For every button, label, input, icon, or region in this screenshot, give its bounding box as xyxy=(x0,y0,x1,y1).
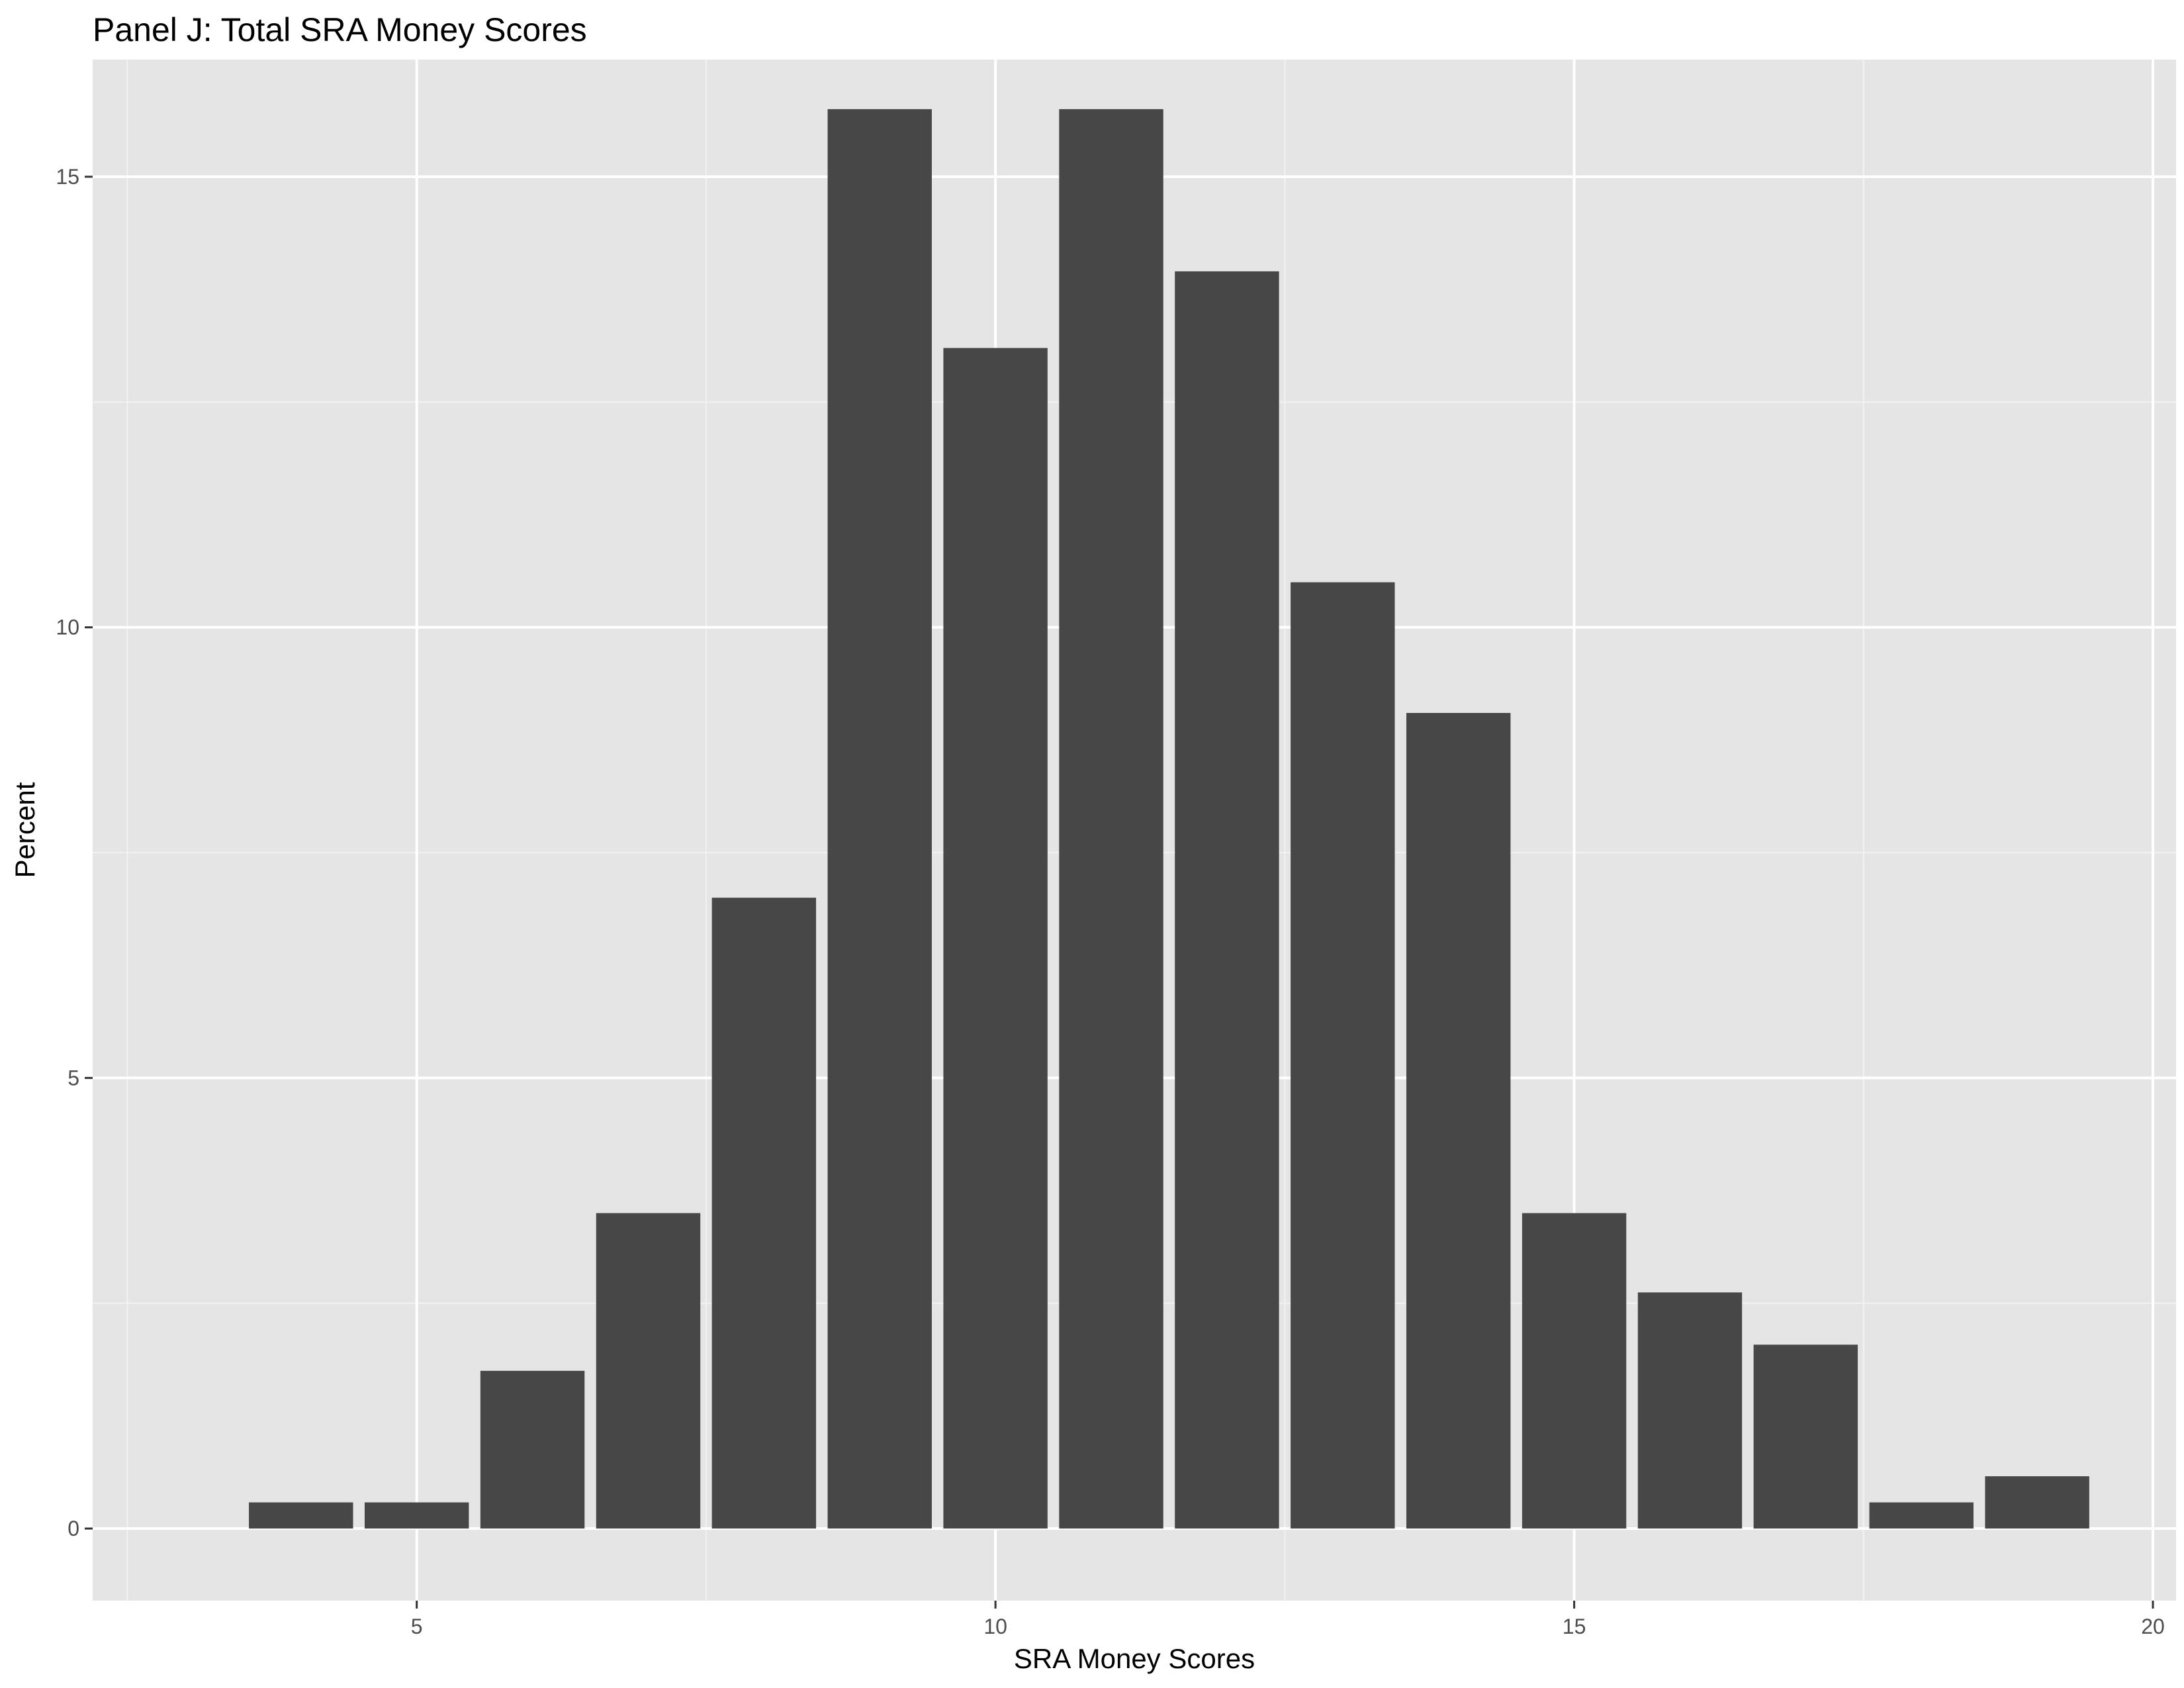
y-tick-label: 0 xyxy=(68,1517,79,1540)
bar-score-10 xyxy=(943,348,1048,1529)
x-axis-title: SRA Money Scores xyxy=(1014,1643,1255,1674)
bar-score-5 xyxy=(364,1502,469,1529)
bar-score-6 xyxy=(480,1370,585,1529)
y-axis-ticks: 0 5 10 15 xyxy=(56,165,93,1540)
bar-score-4 xyxy=(249,1502,353,1529)
bar-score-15 xyxy=(1522,1213,1627,1529)
x-axis-ticks: 5 10 15 20 xyxy=(411,1601,2165,1638)
bar-score-9 xyxy=(827,109,932,1529)
bar-score-17 xyxy=(1753,1344,1858,1529)
bar-score-14 xyxy=(1406,713,1511,1529)
bar-score-8 xyxy=(711,898,817,1529)
bar-score-16 xyxy=(1637,1292,1743,1529)
bar-score-19 xyxy=(1985,1476,2089,1529)
y-axis-title: Percent xyxy=(9,782,40,878)
x-tick-label: 10 xyxy=(983,1615,1007,1638)
bars xyxy=(249,109,2089,1529)
chart-title: Panel J: Total SRA Money Scores xyxy=(93,11,587,48)
bar-score-11 xyxy=(1059,109,1163,1529)
x-tick-label: 15 xyxy=(1563,1615,1586,1638)
bar-score-18 xyxy=(1869,1502,1974,1529)
bar-score-13 xyxy=(1291,582,1395,1529)
bar-score-12 xyxy=(1175,271,1279,1529)
y-tick-label: 10 xyxy=(56,616,79,639)
x-tick-label: 20 xyxy=(2141,1615,2165,1638)
y-tick-label: 5 xyxy=(68,1066,79,1090)
x-tick-label: 5 xyxy=(411,1615,423,1638)
y-tick-label: 15 xyxy=(56,165,79,189)
bar-score-7 xyxy=(596,1213,701,1529)
